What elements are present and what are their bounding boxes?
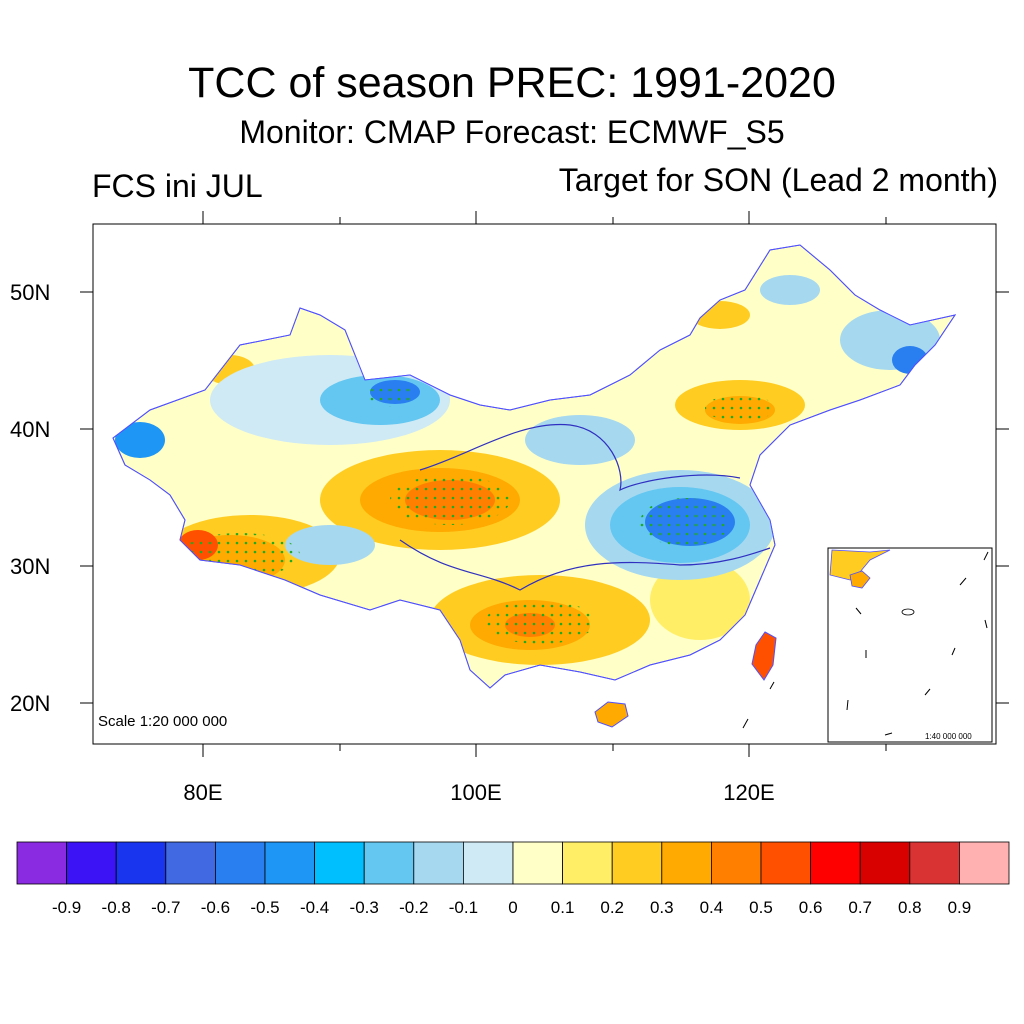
nine-dash-line: [846, 551, 989, 736]
map-title: TCC of season PREC: 1991-2020: [188, 59, 836, 107]
scale-label: Scale 1:20 000 000: [98, 713, 227, 730]
colorbar-labels: -0.9 -0.8 -0.7 -0.6 -0.5 -0.4 -0.3 -0.2 -0.1 0 0.1…: [52, 898, 971, 917]
colorbar-swatch: [959, 841, 1010, 885]
correlation-field: [115, 275, 940, 665]
lon-label-100e: 100E: [450, 780, 501, 805]
colorbar-swatch: [810, 841, 861, 885]
colorbar-label: 0.6: [799, 898, 823, 917]
colorbar-swatch: [314, 841, 365, 885]
yellow-river: [419, 423, 741, 492]
colorbar-label: -0.5: [250, 898, 279, 917]
colorbar-label: 0.9: [948, 898, 972, 917]
lat-label-40n: 40N: [10, 417, 50, 442]
colorbar-swatch: [66, 841, 117, 885]
colorbar-label: 0.1: [551, 898, 575, 917]
colorbar-swatch: [165, 841, 216, 885]
lat-label-20n: 20N: [10, 691, 50, 716]
colorbar-label: 0.3: [650, 898, 674, 917]
colorbar-label: 0.7: [848, 898, 872, 917]
colorbar-swatch: [363, 841, 415, 885]
map-subtitle: Monitor: CMAP Forecast: ECMWF_S5: [239, 114, 785, 150]
colorbar-label: -0.9: [52, 898, 81, 917]
colorbar-swatch: [264, 841, 315, 885]
colorbar-swatch: [16, 841, 67, 885]
colorbar-swatch: [760, 841, 811, 885]
colorbar: [16, 841, 1010, 885]
colorbar-label: 0.4: [700, 898, 724, 917]
colorbar-label: -0.1: [449, 898, 478, 917]
colorbar-swatch: [115, 841, 167, 885]
colorbar-swatch: [611, 841, 663, 885]
init-month-label: FCS ini JUL: [92, 168, 263, 204]
colorbar-label: -0.3: [350, 898, 379, 917]
yangtze-river: [399, 539, 771, 591]
colorbar-swatch: [859, 841, 911, 885]
colorbar-swatch: [512, 841, 563, 885]
main-dash-marks: [742, 681, 775, 729]
colorbar-swatch: [462, 841, 514, 885]
colorbar-swatch: [413, 841, 464, 885]
colorbar-label: -0.6: [201, 898, 230, 917]
colorbar-label: -0.4: [300, 898, 329, 917]
taiwan-island: [751, 631, 777, 681]
colorbar-swatch: [661, 841, 712, 885]
colorbar-label: 0: [508, 898, 517, 917]
colorbar-label: 0.8: [898, 898, 922, 917]
colorbar-swatch: [214, 841, 266, 885]
colorbar-swatch: [711, 841, 762, 885]
lat-label-30n: 30N: [10, 554, 50, 579]
lon-label-80e: 80E: [183, 780, 222, 805]
inset-hainan: [849, 570, 871, 589]
lon-label-120e: 120E: [723, 780, 774, 805]
map-ticks: [80, 211, 1009, 757]
colorbar-label: 0.2: [600, 898, 624, 917]
colorbar-label: -0.7: [151, 898, 180, 917]
inset-coastline: [829, 549, 891, 581]
colorbar-swatch: [562, 841, 613, 885]
target-season-label: Target for SON (Lead 2 month): [558, 162, 998, 198]
colorbar-label: -0.2: [399, 898, 428, 917]
lat-label-50n: 50N: [10, 280, 50, 305]
colorbar-label: -0.8: [102, 898, 131, 917]
inset-scale-label: 1:40 000 000: [925, 732, 972, 741]
colorbar-swatch: [909, 841, 960, 885]
hainan-island: [594, 701, 629, 728]
colorbar-label: 0.5: [749, 898, 773, 917]
